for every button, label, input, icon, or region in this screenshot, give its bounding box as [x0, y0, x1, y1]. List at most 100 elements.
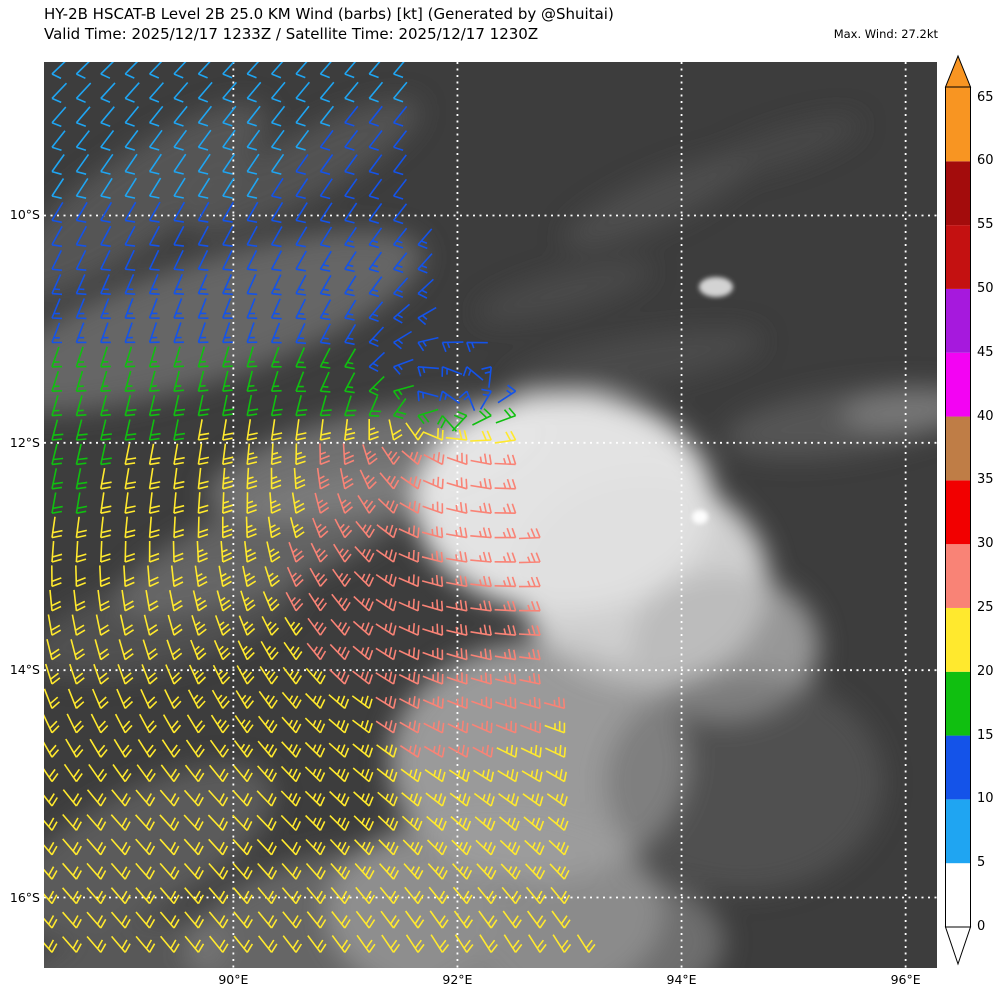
wind-barb — [246, 346, 258, 368]
wind-barb — [75, 565, 86, 588]
wind-barb — [110, 935, 131, 953]
wind-barb — [44, 915, 58, 929]
wind-barb — [51, 178, 65, 200]
wind-barb — [368, 351, 386, 373]
wind-barb — [246, 370, 258, 392]
wind-barb — [208, 911, 229, 929]
colorbar-tick-label: 50 — [977, 280, 994, 296]
wind-barb — [61, 862, 82, 880]
wind-barb — [270, 394, 283, 417]
wind-barb — [495, 720, 517, 734]
wind-barb — [100, 201, 113, 223]
colorbar — [944, 54, 972, 966]
colorbar-segments — [944, 54, 972, 966]
wind-barb — [124, 129, 139, 151]
wind-barb — [234, 715, 254, 734]
wind-barb — [124, 225, 136, 247]
wind-barb — [481, 366, 492, 388]
wind-barb — [393, 277, 409, 299]
wind-barb — [222, 105, 237, 127]
wind-barb — [75, 106, 91, 128]
wind-barb — [368, 301, 384, 323]
wind-barb — [148, 322, 160, 344]
wind-barb — [135, 862, 156, 880]
colorbar-segment — [945, 671, 971, 736]
colorbar-segment — [945, 544, 971, 608]
wind-barb — [329, 668, 350, 685]
wind-barb — [500, 863, 521, 880]
wind-barb — [184, 764, 205, 783]
wind-barb — [148, 419, 161, 441]
wind-barb — [281, 887, 302, 905]
y-tick-label: 14°S — [9, 662, 40, 678]
wind-barb — [270, 81, 286, 103]
wind-barb — [51, 370, 63, 392]
wind-barb — [399, 696, 421, 710]
wind-barb — [417, 336, 439, 352]
wind-barb — [63, 763, 83, 783]
wind-barb — [417, 228, 433, 250]
wind-barb — [375, 573, 397, 588]
wind-barb — [270, 274, 282, 296]
wind-barb — [51, 395, 63, 417]
wind-barb — [44, 793, 58, 807]
wind-barb — [51, 322, 63, 344]
wind-barb — [148, 273, 160, 295]
wind-barb — [545, 769, 567, 783]
wind-barb — [222, 467, 234, 490]
wind-barb — [405, 422, 425, 441]
wind-barb — [392, 105, 408, 127]
wind-barb — [446, 648, 468, 661]
wind-barb — [576, 934, 596, 953]
wind-barb — [458, 390, 476, 411]
wind-barb — [257, 887, 278, 905]
wind-barb — [91, 688, 109, 709]
colorbar-segment — [945, 225, 971, 289]
wind-barb — [392, 154, 407, 176]
wind-barb — [446, 477, 468, 490]
wind-barb — [51, 130, 66, 152]
wind-barb — [404, 910, 425, 929]
wind-barb — [51, 298, 63, 320]
wind-barb — [398, 525, 420, 539]
wind-barb — [112, 764, 132, 783]
wind-barb — [430, 934, 450, 953]
wind-barb — [423, 452, 445, 466]
wind-barb — [173, 346, 185, 368]
wind-barb — [421, 550, 444, 563]
wind-barb — [75, 370, 87, 392]
wind-barb — [417, 278, 434, 299]
wind-barb — [136, 764, 156, 783]
wind-barb — [49, 589, 62, 612]
wind-barb — [393, 303, 411, 324]
wind-barb — [148, 225, 161, 247]
wind-barb — [75, 225, 88, 247]
wind-barb — [75, 492, 88, 514]
wind-barb — [222, 346, 233, 368]
wind-barb — [470, 453, 492, 466]
wind-barb — [44, 841, 58, 856]
wind-barb — [282, 935, 303, 953]
wind-barb — [124, 153, 138, 175]
wind-barb — [270, 322, 282, 344]
wind-barb — [141, 664, 158, 685]
wind-barb — [270, 226, 283, 248]
wind-barb — [75, 249, 87, 271]
wind-barb — [86, 789, 107, 807]
wind-barb — [319, 443, 330, 466]
wind-barb — [471, 696, 492, 710]
wind-barb — [232, 887, 253, 905]
wind-barb — [421, 575, 444, 588]
x-tick-label: 90°E — [218, 972, 249, 987]
wind-barb — [124, 322, 136, 344]
wind-barb — [51, 250, 63, 272]
wind-barb — [222, 177, 235, 199]
wind-barb — [446, 452, 468, 466]
wind-barb — [289, 517, 305, 539]
wind-barb — [61, 936, 82, 953]
wind-barb — [222, 370, 233, 392]
wind-barb — [100, 370, 111, 392]
wind-barb — [284, 616, 303, 636]
colorbar-tick-label: 20 — [977, 663, 994, 679]
wind-barb — [495, 407, 517, 424]
